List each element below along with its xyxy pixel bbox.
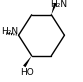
Polygon shape xyxy=(23,56,32,67)
Text: H₂N: H₂N xyxy=(50,0,67,9)
Text: HO: HO xyxy=(20,68,34,77)
Polygon shape xyxy=(51,3,57,15)
Text: H₂N: H₂N xyxy=(1,27,18,36)
